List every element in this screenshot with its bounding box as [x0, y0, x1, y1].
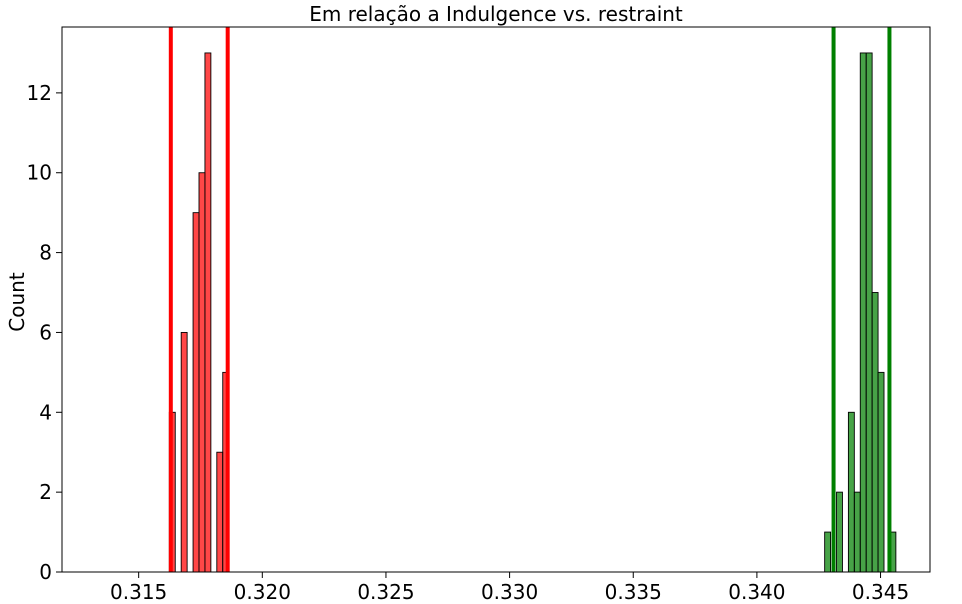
histogram-bar: [836, 491, 843, 573]
histogram-bar: [865, 52, 873, 573]
y-tick-label: 10: [27, 161, 52, 185]
x-tick-label: 0.335: [605, 580, 662, 604]
histogram-bar: [859, 52, 867, 573]
y-tick-label: 2: [39, 480, 52, 504]
y-tick-label: 8: [39, 241, 52, 265]
histogram-bar: [847, 411, 855, 573]
histogram-bar: [198, 172, 206, 573]
histogram-bar: [824, 531, 832, 573]
x-tick-label: 0.320: [234, 580, 291, 604]
x-tick-label: 0.315: [110, 580, 167, 604]
bars-layer: [168, 52, 897, 573]
histogram-bar: [871, 292, 879, 573]
histogram-bar: [180, 331, 188, 573]
x-tick-label: 0.345: [852, 580, 909, 604]
histogram-bar: [853, 491, 861, 573]
histogram-bar: [877, 371, 885, 573]
x-tick-label: 0.330: [481, 580, 538, 604]
reference-lines-layer: [168, 27, 892, 572]
y-axis-label: Count: [5, 272, 29, 332]
chart-title: Em relação a Indulgence vs. restraint: [309, 2, 683, 26]
y-tick-label: 4: [39, 400, 52, 424]
x-tick-label: 0.325: [357, 580, 414, 604]
x-tick-label: 0.340: [728, 580, 785, 604]
axes-layer: 0.315 0.320 0.325 0.330 0.335 0.340 0.345 0 2 4 6 8…: [27, 26, 931, 604]
histogram-bar: [204, 52, 212, 573]
y-tick-label: 6: [39, 320, 52, 344]
y-tick-label: 0: [39, 560, 52, 584]
histogram-bar: [192, 212, 200, 573]
y-tick-label: 12: [27, 81, 52, 105]
histogram-bar: [216, 451, 224, 573]
plot-frame: [61, 26, 931, 573]
